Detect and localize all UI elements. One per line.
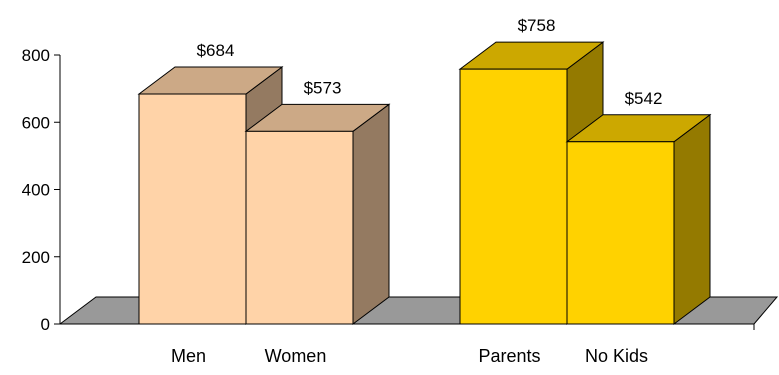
bar-women: [244, 103, 391, 325]
x-tick-label: Parents: [478, 346, 540, 366]
bar-front: [566, 141, 675, 325]
x-tick-label: Men: [171, 346, 206, 366]
y-tick-label: 800: [22, 46, 50, 65]
bar-no-kids: [565, 113, 712, 325]
data-label: $684: [197, 41, 235, 60]
labels: $684 Men $573 Women $758 Parents $542 No Kids: [171, 16, 662, 366]
bar-side: [673, 113, 711, 325]
y-tick-label: 600: [22, 113, 50, 132]
bar-front: [459, 68, 568, 325]
bar-side: [352, 103, 390, 325]
x-tick-label: Women: [265, 346, 327, 366]
bars: [137, 41, 712, 325]
y-tick-label: 200: [22, 248, 50, 267]
data-label: $542: [625, 89, 663, 108]
data-label: $573: [304, 78, 342, 97]
bar-front: [245, 130, 354, 325]
y-tick-label: 400: [22, 181, 50, 200]
data-label: $758: [518, 16, 556, 35]
y-axis: 0 200 400 600 800: [22, 46, 61, 334]
bar-front: [138, 93, 247, 325]
y-tick-label: 0: [41, 315, 50, 334]
x-tick-label: No Kids: [585, 346, 648, 366]
